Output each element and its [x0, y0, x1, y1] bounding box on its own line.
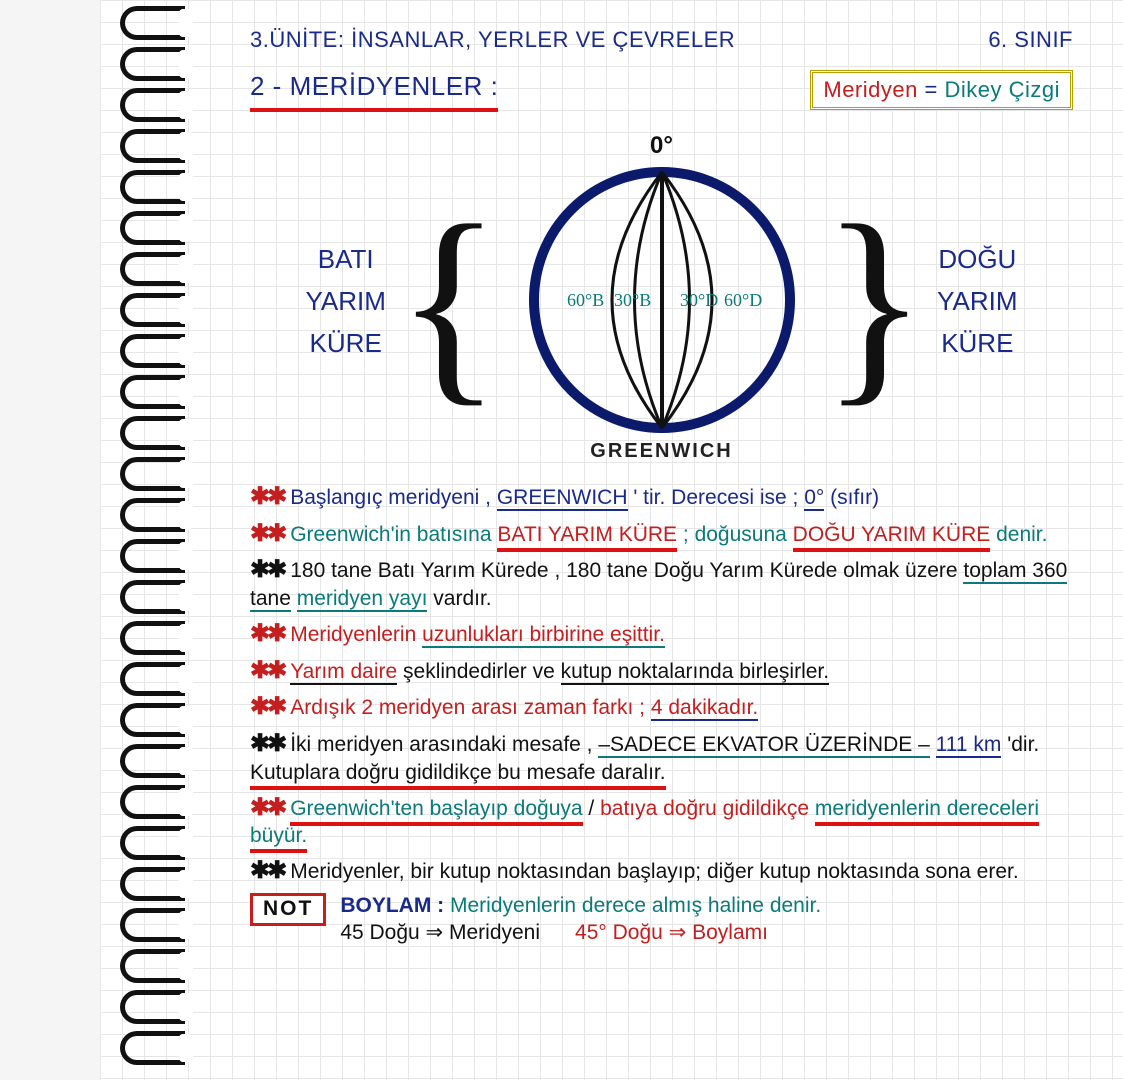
def-right: Dikey Çizgi: [944, 77, 1060, 102]
note-stars: ✱✱: [250, 657, 284, 684]
zero-degree-label: 0°: [512, 132, 812, 160]
note-text: ; doğusuna: [677, 523, 793, 546]
note-text: meridyen yayı: [297, 587, 428, 612]
meridian-60D: 60°D: [724, 290, 762, 310]
note-item: ✱✱ Meridyenlerin uzunlukları birbirine eş…: [250, 619, 1073, 650]
note-text: batısına: [417, 523, 498, 546]
note-text: Başlangıç meridyeni ,: [290, 486, 497, 509]
brace-left: {: [396, 203, 502, 401]
note-item: ✱✱Yarım daire şeklindedirler ve kutup no…: [250, 656, 1073, 687]
brace-right: }: [822, 203, 928, 401]
grade: 6. SINIF: [988, 25, 1073, 55]
section-title: 2 - MERİDYENLER :: [250, 69, 498, 112]
note-text: Yarım daire: [290, 660, 397, 685]
notes-list: ✱✱ Başlangıç meridyeni , GREENWICH ' tir.…: [250, 482, 1073, 887]
meridian-60B: 60°B: [567, 290, 604, 310]
note-item: ✱✱Greenwich'ten başlayıp doğuya / batıya…: [250, 793, 1073, 851]
note-text: 180 tane Batı Yarım Kürede , 180 tane Do…: [290, 559, 963, 582]
note-item: ✱✱ İki meridyen arasındaki mesafe , –SADE…: [250, 729, 1073, 787]
note-text: vardır.: [427, 587, 491, 610]
meridian-30B: 30°B: [614, 290, 651, 310]
note-text: (sıfır): [824, 486, 879, 509]
note-text: şeklindedirler ve: [397, 660, 560, 683]
note-item: ✱✱ 180 tane Batı Yarım Kürede , 180 tane …: [250, 555, 1073, 613]
note-item: ✱✱Greenwich'in batısına BATI YARIM KÜRE …: [250, 519, 1073, 550]
note-stars: ✱✱: [250, 794, 284, 821]
note-text: –SADECE EKVATOR ÜZERİNDE –: [598, 733, 929, 758]
note-text: İki meridyen arasındaki mesafe ,: [290, 733, 598, 756]
note-text: denir.: [990, 523, 1047, 546]
note-stars: ✱✱: [250, 520, 284, 547]
note-text: Kutuplara doğru gidildikçe bu mesafe dar…: [250, 761, 666, 790]
notebook-page: 3.ÜNİTE: İNSANLAR, YERLER VE ÇEVRELER 6.…: [100, 0, 1123, 1080]
note-stars: ✱✱: [250, 693, 284, 720]
meridian-30D: 30°D: [680, 290, 718, 310]
boylam-title: BOYLAM :: [340, 894, 444, 917]
note-text: Meridyenlerin: [290, 623, 422, 646]
unit-header: 3.ÜNİTE: İNSANLAR, YERLER VE ÇEVRELER 6.…: [250, 25, 1073, 55]
note-text: [930, 733, 936, 756]
note-text: ' tir. Derecesi ise ;: [628, 486, 805, 509]
note-stars: ✱✱: [250, 620, 284, 647]
note-text: [291, 587, 297, 610]
boylam-def: Meridyenlerin derece almış haline denir.: [450, 894, 821, 917]
note-text: GREENWICH: [497, 486, 628, 511]
east-hemi-label: DOĞUYARIMKÜRE: [937, 239, 1017, 364]
boylam-note: NOT BOYLAM : Meridyenlerin derece almış …: [250, 893, 1073, 947]
note-item: ✱✱ Başlangıç meridyeni , GREENWICH ' tir.…: [250, 482, 1073, 513]
note-text: kutup noktalarında birleşirler.: [561, 660, 829, 685]
note-text: batıya doğru gidildikçe: [600, 797, 809, 820]
note-text: Greenwich'ten başlayıp doğuya: [290, 797, 582, 826]
note-text: DOĞU YARIM KÜRE: [793, 523, 991, 552]
unit-num: 3.ÜNİTE:: [250, 27, 344, 52]
note-text: Meridyenler, bir kutup noktasından başla…: [290, 860, 1018, 883]
not-box: NOT: [250, 893, 326, 926]
definition-box: Meridyen = Dikey Çizgi: [810, 70, 1073, 110]
note-item: ✱✱ Meridyenler, bir kutup noktasından baş…: [250, 856, 1073, 887]
def-left: Meridyen: [823, 77, 917, 102]
west-hemi-label: BATIYARIMKÜRE: [305, 239, 385, 364]
note-stars: ✱✱: [250, 556, 284, 583]
spiral-binding: [120, 0, 200, 1080]
boylam-ex-left: 45 Doğu ⇒ Meridyeni: [340, 921, 540, 944]
globe-diagram: BATIYARIMKÜRE { 0° 60°B 30°B 30°D 60°D G…: [250, 132, 1073, 472]
note-text: 111 km: [936, 733, 1002, 758]
note-text: Ardışık 2 meridyen arası zaman farkı ;: [290, 696, 651, 719]
note-item: ✱✱ Ardışık 2 meridyen arası zaman farkı ;…: [250, 692, 1073, 723]
note-text: uzunlukları birbirine eşittir.: [422, 623, 665, 648]
globe-svg: 60°B 30°B 30°D 60°D: [522, 160, 802, 440]
boylam-ex-right: 45° Doğu ⇒ Boylamı: [575, 921, 768, 944]
note-text: BATI YARIM KÜRE: [497, 523, 677, 552]
note-stars: ✱✱: [250, 857, 284, 884]
note-text: 'dir.: [1001, 733, 1039, 756]
note-stars: ✱✱: [250, 730, 284, 757]
def-eq: =: [924, 77, 937, 102]
note-text: 0°: [804, 486, 824, 511]
note-text: 4 dakikadır.: [651, 696, 758, 721]
note-text: Greenwich'in: [290, 523, 417, 546]
unit-title: İNSANLAR, YERLER VE ÇEVRELER: [351, 27, 735, 52]
note-text: /: [583, 797, 601, 820]
greenwich-label: GREENWICH: [512, 440, 812, 463]
note-stars: ✱✱: [250, 483, 284, 510]
